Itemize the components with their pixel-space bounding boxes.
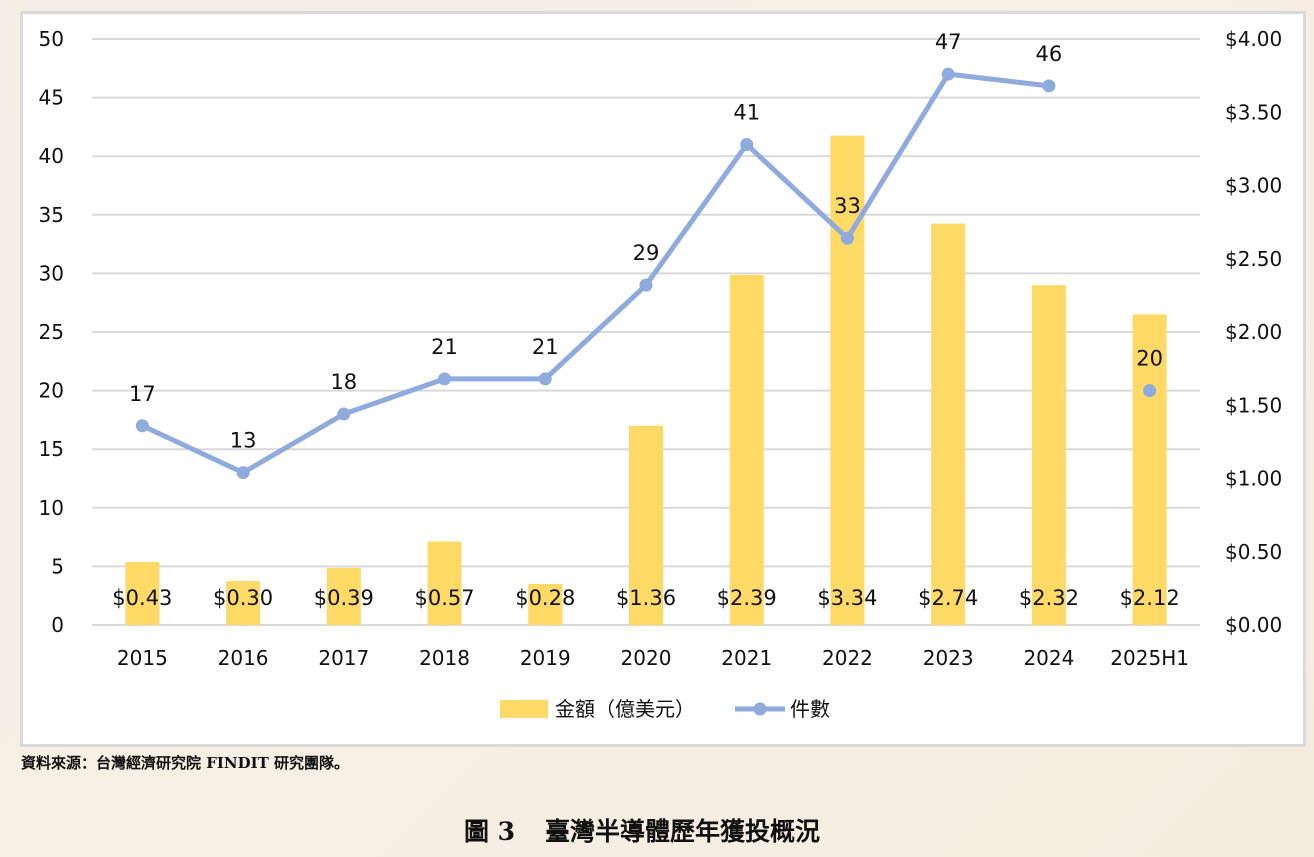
x-tick-label: 2023 [923,646,974,670]
bar-data-label: $2.32 [1019,586,1079,610]
line-data-label: 41 [733,100,760,124]
bar-2025H1 [1132,314,1167,625]
line-point-2017 [337,407,351,421]
line-data-label: 46 [1036,42,1063,66]
y-left-tick-label: 10 [39,496,64,520]
bar-2018 [427,541,462,625]
x-tick-label: 2015 [117,646,168,670]
y-left-tick-label: 40 [39,144,64,168]
x-tick-label: 2022 [822,646,873,670]
line-point-2023 [941,67,955,81]
bar-data-label: $0.43 [112,586,172,610]
y-left-tick-label: 0 [51,613,64,637]
line-point-2015 [135,419,149,433]
legend-label-count: 件數 [790,697,830,721]
y-left-tick-label: 5 [51,554,64,578]
y-right-tick-label: $3.00 [1225,174,1282,198]
line-point-2022 [840,231,854,245]
figure-caption: 圖 3 臺灣半導體歷年獲投概況 [0,812,1314,848]
bar-2015 [125,562,160,625]
bar-data-label: $0.28 [515,586,575,610]
x-tick-label: 2024 [1023,646,1074,670]
y-right-tick-label: $4.00 [1225,27,1282,51]
y-left-tick-label: 20 [39,379,64,403]
x-tick-label: 2021 [721,646,772,670]
figure-number: 圖 3 [463,817,516,846]
line-data-label: 29 [633,241,660,265]
x-tick-label: 2016 [218,646,269,670]
line-data-label: 17 [129,382,156,406]
line-point-2018 [438,372,452,386]
line-data-label: 33 [834,194,861,218]
y-right-tick-label: $2.00 [1225,320,1282,344]
bar-data-label: $0.57 [414,586,474,610]
bar-2023 [931,223,966,625]
y-right-tick-label: $3.50 [1225,100,1282,124]
line-data-label: 21 [431,335,458,359]
bar-data-label: $2.74 [918,586,978,610]
bar-2016 [226,581,261,625]
line-data-label: 21 [532,335,559,359]
y-right-tick-label: $0.00 [1225,613,1282,637]
bar-data-label: $0.39 [314,586,374,610]
line-data-label: 20 [1136,347,1163,371]
x-tick-label: 2017 [318,646,369,670]
y-left-tick-label: 35 [39,203,64,227]
figure-title: 臺灣半導體歷年獲投概況 [545,817,821,846]
y-left-tick-label: 50 [39,27,64,51]
line-point-2025H1 [1143,384,1157,398]
bar-data-label: $2.12 [1120,586,1180,610]
line-data-label: 13 [230,429,257,453]
x-tick-label: 2020 [621,646,672,670]
y-left-tick-label: 15 [39,437,64,461]
line-data-label: 18 [330,370,357,394]
line-point-2019 [538,372,552,386]
y-left-tick-label: 45 [39,86,64,110]
y-right-tick-label: $1.00 [1225,467,1282,491]
bar-data-label: $3.34 [817,586,877,610]
bar-2019 [528,583,563,625]
y-right-tick-label: $0.50 [1225,540,1282,564]
line-series-count [141,71,1050,476]
bar-2020 [629,425,663,625]
bar-2017 [326,567,361,625]
bar-data-label: $1.36 [616,586,676,610]
line-data-label: 47 [935,30,962,54]
legend-line-marker [753,702,767,716]
y-right-tick-label: $2.50 [1225,247,1282,271]
line-point-2024 [1042,79,1056,93]
legend-label-amount: 金額（億美元） [555,697,695,721]
source-note: 資料來源：台灣經濟研究院 FINDIT 研究團隊。 [21,754,350,772]
line-point-2020 [639,278,653,292]
line-point-2016 [236,466,250,480]
bar-data-label: $0.30 [213,586,273,610]
x-tick-label: 2018 [419,646,470,670]
x-tick-label: 2025H1 [1110,646,1189,670]
y-right-tick-label: $1.50 [1225,393,1282,417]
legend-bar-swatch [500,700,548,718]
bar-data-label: $2.39 [717,586,777,610]
y-left-tick-label: 30 [39,261,64,285]
bar-2021 [729,274,764,625]
x-tick-label: 2019 [520,646,571,670]
y-left-tick-label: 25 [39,320,64,344]
bar-2024 [1031,285,1066,625]
line-point-2021 [740,137,754,151]
